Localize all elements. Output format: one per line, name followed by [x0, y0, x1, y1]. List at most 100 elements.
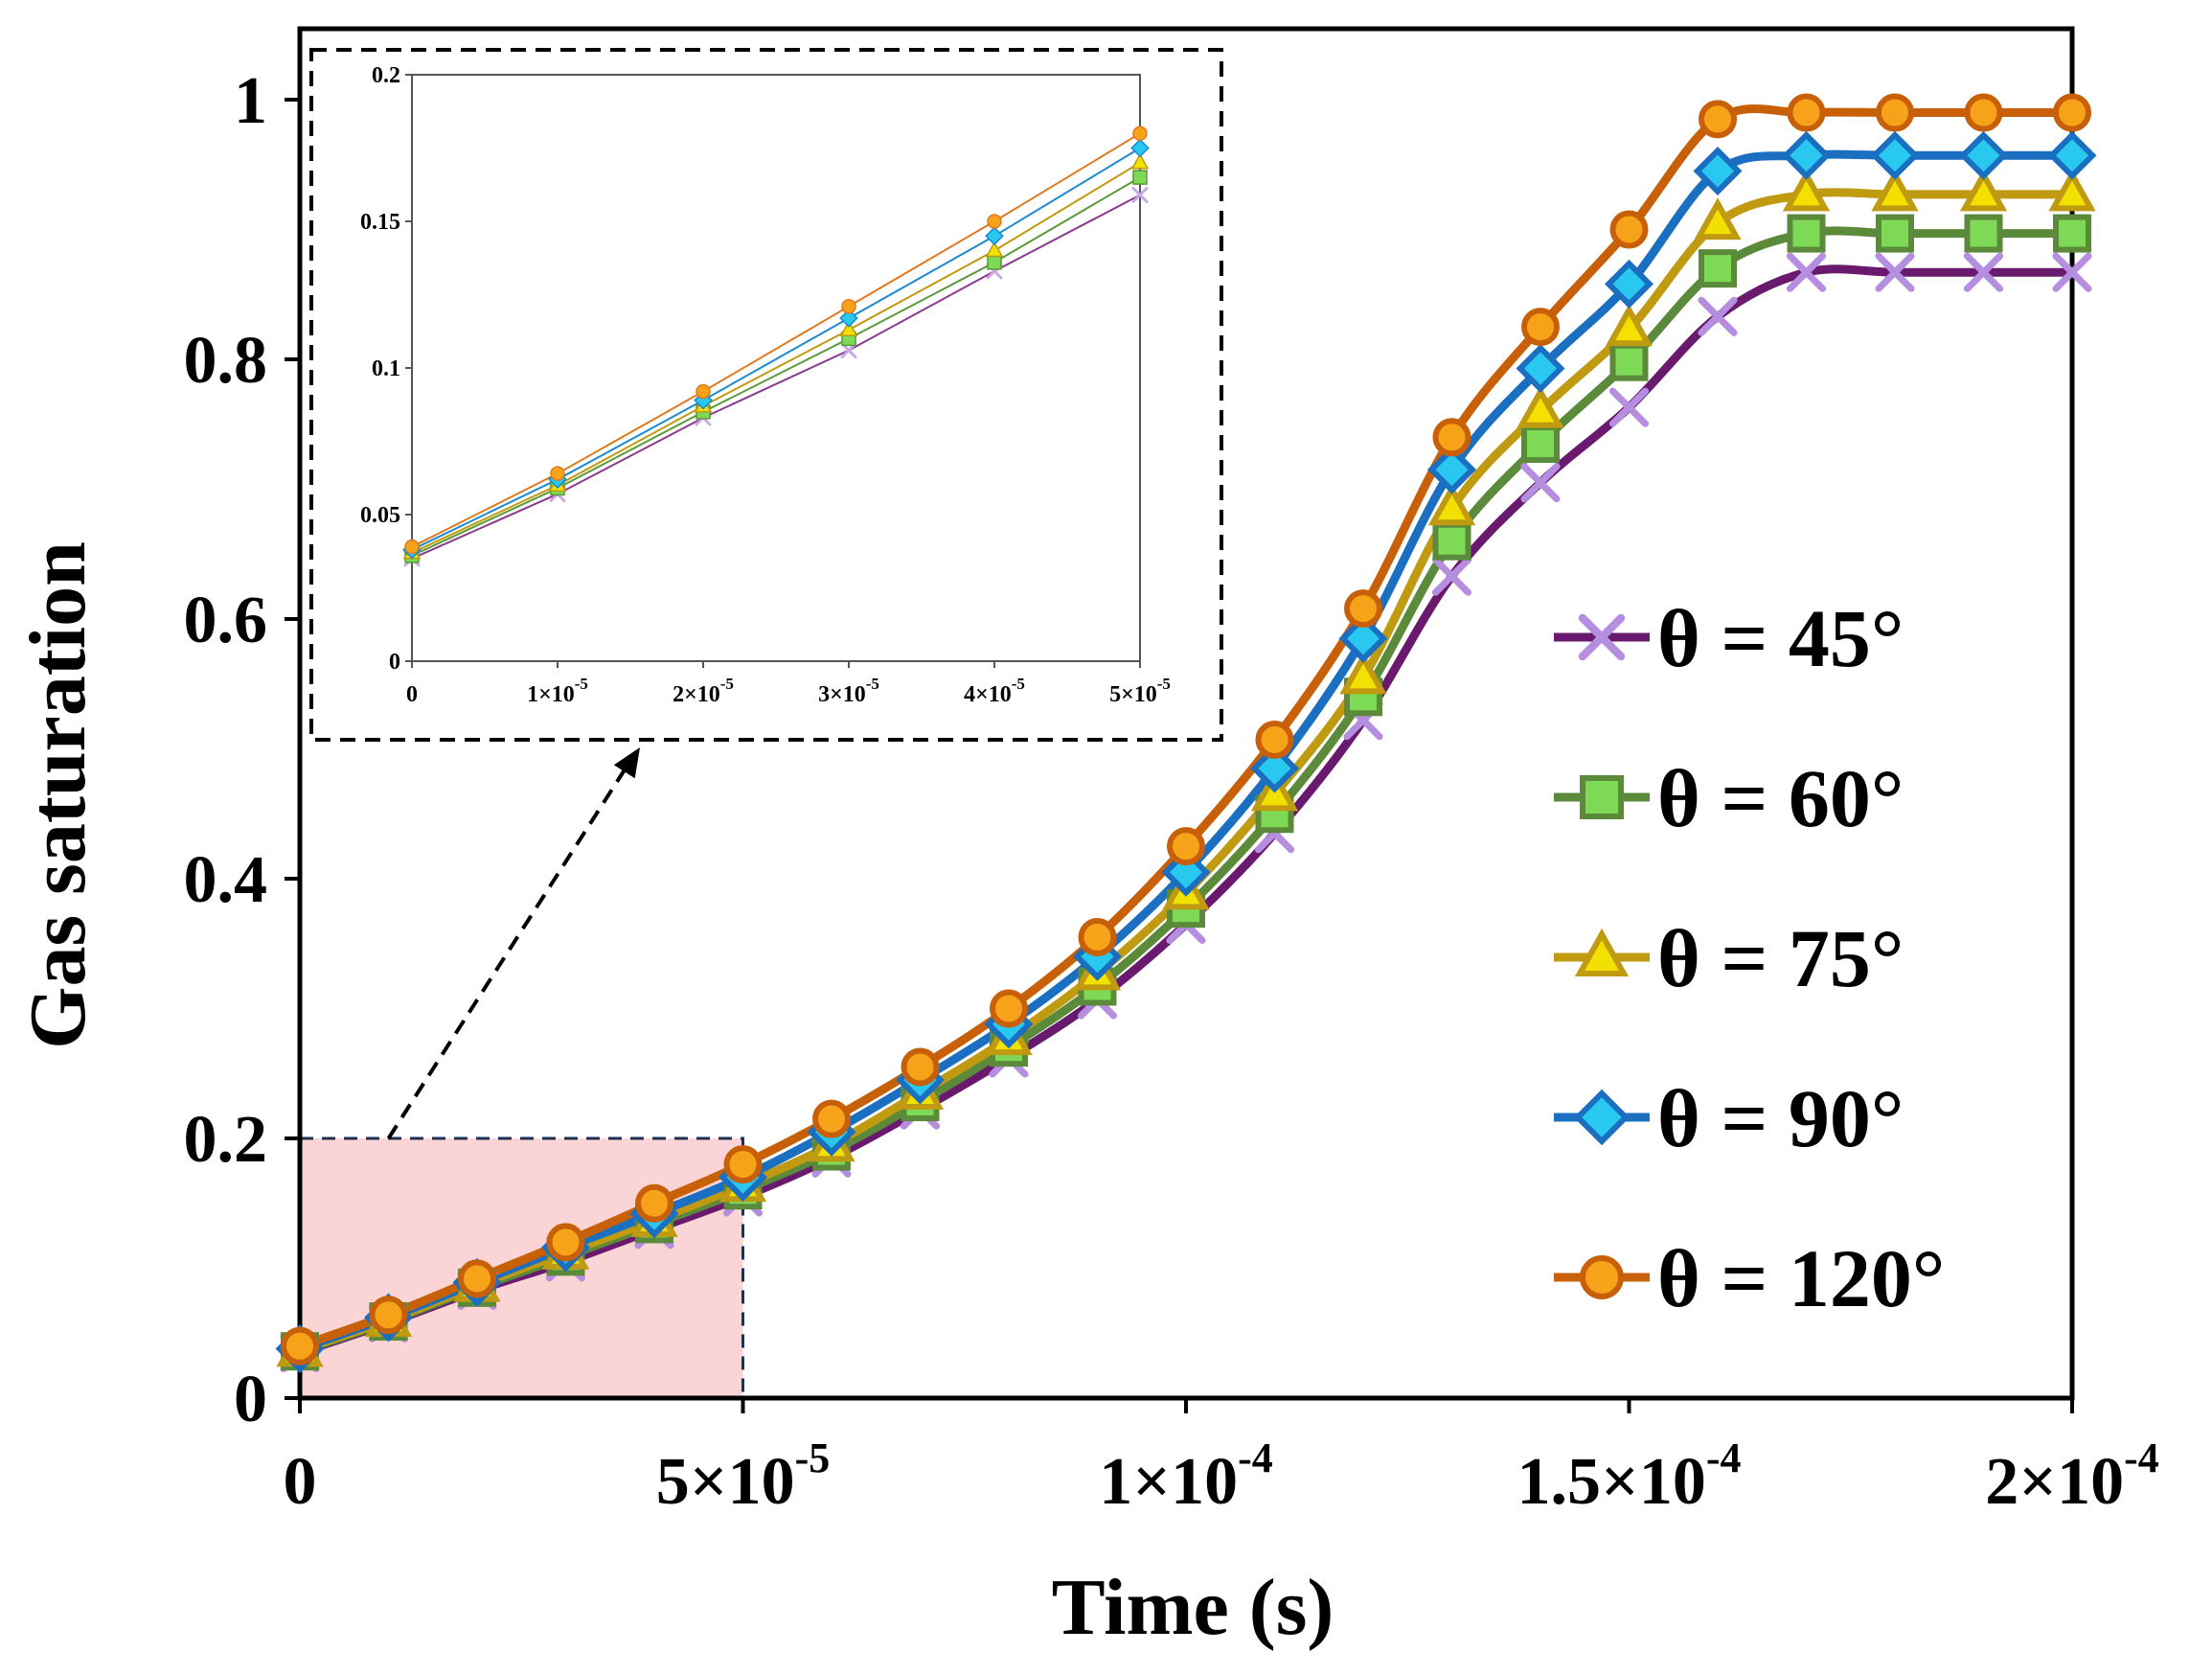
inset-data-point	[550, 466, 565, 481]
inset-y-tick-label: 0.05	[360, 503, 400, 528]
data-point	[2053, 214, 2091, 253]
series-line	[298, 188, 2072, 1355]
data-point	[1698, 296, 1738, 336]
data-point	[1964, 214, 2003, 253]
x-tick-label: 0	[284, 1445, 317, 1519]
y-tick-label: 0.8	[184, 324, 268, 398]
data-point	[1964, 93, 2003, 132]
inset-data-point	[987, 255, 1002, 270]
highlight-layer	[298, 747, 744, 1400]
data-point	[812, 1099, 851, 1138]
data-point	[1959, 169, 2008, 212]
inset-x-tick-label: 1×10-5	[527, 675, 588, 707]
x-tick-label: 1.5×10-4	[1516, 1434, 1741, 1519]
legend-label: θ = 45°	[1657, 592, 1904, 684]
legend-marker	[1578, 613, 1626, 661]
data-point	[1693, 147, 1743, 196]
data-point	[1432, 521, 1471, 561]
inset-data-point	[1131, 186, 1149, 203]
data-point	[1608, 387, 1650, 427]
inset-x-tick-label: 3×10-5	[818, 675, 879, 707]
data-point	[1516, 385, 1564, 428]
data-point	[1605, 259, 1653, 309]
data-point	[635, 1183, 673, 1223]
data-point	[1876, 93, 1914, 132]
inset-y-tick-label: 0.1	[372, 356, 400, 381]
data-point	[1870, 130, 1920, 180]
data-point	[1876, 214, 1914, 253]
data-point	[1782, 130, 1831, 180]
data-point	[458, 1259, 496, 1298]
data-point	[1694, 197, 1742, 241]
data-point	[1609, 210, 1649, 249]
data-point	[281, 1326, 319, 1365]
legend-marker	[1580, 1255, 1624, 1299]
y-tick-label: 0.6	[184, 584, 268, 657]
series-line	[298, 264, 2072, 1357]
inset-data-point	[1132, 170, 1148, 185]
data-point	[901, 1047, 940, 1087]
data-point	[1432, 418, 1471, 457]
data-point	[1338, 613, 1388, 663]
y-axis-title: Gas saturation	[13, 541, 103, 1049]
inset-x-tick-label: 0	[406, 682, 418, 707]
data-point	[1787, 214, 1826, 253]
inset-data-point	[985, 241, 1004, 258]
legend-label: θ = 90°	[1657, 1072, 1904, 1164]
inset-x-tick-label: 4×10-5	[964, 675, 1025, 707]
data-point	[1431, 556, 1472, 596]
zoom-callout-arrow	[386, 759, 632, 1140]
inset-x-tick-label: 5×10-5	[1109, 675, 1171, 707]
legend: θ = 45° θ = 60° θ = 75° θ = 90° θ = 120°	[1554, 592, 1945, 1324]
inset-data-point	[987, 214, 1002, 229]
data-point	[1959, 130, 2008, 180]
data-point	[1078, 917, 1117, 956]
data-point	[1699, 249, 1737, 288]
x-tick-label: 1×10-4	[1099, 1434, 1273, 1519]
inset-y-tick-label: 0.15	[360, 210, 400, 235]
y-tick-label: 0	[234, 1363, 267, 1436]
data-point	[1255, 721, 1294, 760]
inset-series-line	[411, 161, 1141, 554]
zoom-callout-arrowhead	[613, 747, 640, 779]
data-point	[2048, 169, 2096, 212]
inset-data-point	[696, 383, 711, 400]
inset-plot: 0 0.05 0.1 0.15 0.2 0 1×10-5 2×10-5 3×10-5 4×10-5…	[309, 48, 1223, 742]
inset-dashed-frame	[309, 48, 1223, 742]
legend-label: θ = 120°	[1657, 1232, 1945, 1324]
inset-y-tick-label: 0.2	[372, 63, 400, 88]
inset-series-line	[411, 194, 1141, 560]
data-point	[2053, 93, 2091, 132]
inset-data-point	[1132, 126, 1148, 141]
x-tick-label: 5×10-5	[656, 1434, 831, 1519]
x-tick-label: 2×10-4	[1985, 1434, 2159, 1519]
data-point	[1521, 308, 1560, 347]
inset-series-line	[411, 132, 1141, 548]
y-tick-label: 0.2	[184, 1103, 268, 1177]
inset-series-line	[411, 147, 1141, 551]
data-point	[723, 1145, 763, 1184]
inset-data-point	[1130, 152, 1150, 170]
data-point	[1516, 343, 1565, 393]
legend-marker	[1574, 928, 1630, 976]
legend-label: θ = 75°	[1657, 912, 1904, 1004]
inset-data-point	[841, 298, 856, 314]
data-point	[990, 989, 1028, 1028]
data-point	[2047, 130, 2097, 180]
data-point	[1427, 445, 1476, 494]
data-point	[1963, 252, 2004, 292]
inset-data-point	[404, 539, 420, 555]
data-point	[1875, 252, 1915, 292]
y-tick-label: 1	[234, 64, 267, 138]
inset-data-point	[1130, 138, 1150, 158]
data-point	[1605, 304, 1653, 347]
legend-label: θ = 60°	[1657, 752, 1904, 844]
data-point	[1520, 463, 1561, 503]
series-line	[298, 149, 2072, 1353]
data-point	[1521, 424, 1560, 464]
legend-marker	[1580, 775, 1624, 819]
data-point	[546, 1223, 585, 1262]
main-plot: 0 0.2 0.4 0.6 0.8 1 0 5×10-5 1×10-4 1.5×10-4 2×10-…	[184, 26, 2159, 1519]
